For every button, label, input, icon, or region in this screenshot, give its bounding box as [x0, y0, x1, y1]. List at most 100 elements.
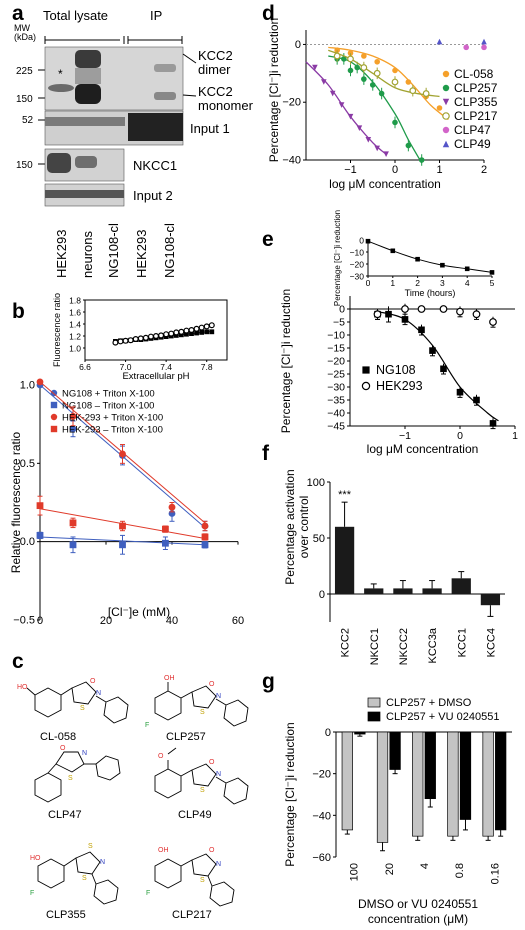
benzene-ring: [154, 690, 182, 721]
data-point: [127, 337, 134, 344]
band-label: Input 1: [190, 121, 230, 136]
legend-entry: CLP257 + VU 0240551: [386, 711, 499, 723]
data-point: [158, 332, 165, 339]
bar: [334, 526, 355, 594]
panel-d: d −1 0 1 2 0 −20 −40 log μM concentration Percen…: [262, 2, 498, 191]
y-tick-label: 50: [313, 533, 325, 545]
data-point: [69, 412, 77, 420]
x-tick-label: 7.0: [120, 362, 132, 372]
bond: [207, 875, 213, 887]
piperidine-ring: [95, 755, 121, 781]
legend-marker: [50, 401, 58, 409]
data-point: [392, 119, 398, 126]
bar: [354, 731, 366, 735]
y-tick-label: −60: [312, 852, 331, 864]
blot-band: [48, 84, 74, 92]
atom-o: O: [60, 745, 66, 752]
bar: [389, 731, 401, 770]
atom-oh: HO: [30, 855, 41, 862]
y-tick-label: −30: [327, 382, 345, 394]
data-point: [373, 69, 381, 77]
y-tick-label: 0: [295, 39, 301, 51]
compound-label: CLP355: [46, 909, 86, 921]
blot-band: [47, 153, 71, 173]
data-point: [456, 388, 464, 396]
structure-cl058: HO O N S: [17, 678, 129, 724]
blot-band: [154, 64, 176, 72]
data-point: [69, 425, 77, 433]
y-axis-label: Percentage activationover control: [283, 469, 311, 584]
data-point: [489, 420, 497, 427]
band-pointer: [182, 94, 197, 97]
diazinane-ring: [209, 881, 235, 907]
data-point: [440, 262, 445, 268]
bar: [412, 731, 424, 837]
blot-band: [128, 113, 183, 141]
data-point: [112, 339, 119, 346]
data-point: [374, 145, 380, 152]
data-point: [392, 67, 398, 74]
structure-clp47: O N S: [34, 745, 121, 803]
bar: [447, 731, 459, 837]
y-tick-label: 0: [339, 304, 345, 316]
x-tick-label: 40: [166, 615, 178, 627]
x-tick-label: NKCC1: [369, 628, 381, 665]
atom-s: S: [68, 775, 73, 782]
data-point: [481, 44, 487, 51]
blot-band: [45, 117, 125, 126]
y-tick-label: −40: [282, 155, 301, 167]
data-point: [356, 125, 363, 132]
atom-oh: HO: [17, 684, 28, 691]
bond: [180, 859, 193, 867]
y-tick-label: −35: [327, 395, 345, 407]
chart-g: 0 −20 −40 −60 Percentage [Cl⁻]i reduction 100…: [283, 697, 512, 926]
data-point: [347, 55, 354, 63]
y-tick-label: −5: [333, 317, 345, 329]
legend-swatch: [367, 711, 381, 722]
blot-band: [154, 92, 176, 100]
fit-line: [305, 61, 387, 155]
x-axis-label: Extracellular pH: [122, 371, 189, 382]
x-tick-label: KCC4: [485, 628, 497, 657]
thiazolone-ring: [71, 681, 97, 705]
panel-letter: e: [262, 228, 274, 251]
data-point: [405, 142, 412, 149]
bond: [215, 698, 227, 706]
data-point: [168, 330, 175, 337]
data-point: [473, 396, 480, 404]
y-axis-label: Fluorescence ratio: [52, 293, 62, 367]
bar: [451, 578, 471, 594]
data-point: [464, 266, 470, 272]
atom-n: N: [216, 861, 221, 868]
band-label: KCC2 dimer: [198, 48, 233, 77]
band-label: Input 2: [133, 188, 173, 203]
data-point: [208, 322, 215, 329]
data-point: [354, 64, 360, 71]
bar: [482, 731, 494, 837]
structure-clp257: OH F O N S: [145, 675, 249, 729]
panel-a: a Total lysate IP MW (kDa) 225 150 52 150…: [12, 2, 254, 278]
bar: [341, 731, 353, 831]
chart-e-inset: 0 1 2 3 4 5 0 −10 −20 −30 Time (hours) Percentage […: [333, 210, 495, 306]
data-point: [204, 329, 210, 335]
thiazolone-ring: [75, 851, 101, 875]
atom-n: N: [100, 859, 105, 866]
atom-o: O: [209, 847, 215, 854]
data-point: [184, 331, 189, 337]
structure-clp355: HO F S N S: [30, 843, 119, 905]
y-tick-label: −10: [350, 248, 365, 258]
x-tick-label: 6.6: [79, 362, 91, 372]
y-tick-label: −25: [327, 369, 345, 381]
data-point: [321, 79, 327, 85]
bar: [424, 731, 436, 800]
data-point: [383, 151, 389, 158]
x-tick-label: −1: [399, 430, 411, 442]
data-point: [436, 38, 443, 45]
thiazolone-ring: [191, 853, 217, 877]
y-tick-label: −20: [327, 356, 345, 368]
data-point: [117, 338, 124, 345]
series-line: [367, 240, 493, 273]
data-point: [198, 324, 205, 331]
